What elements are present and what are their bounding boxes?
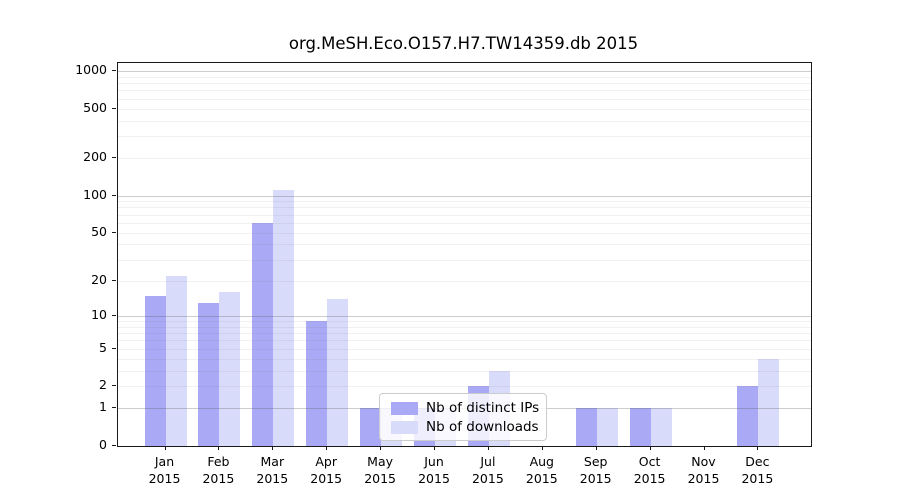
bar-downloads (219, 292, 241, 446)
x-axis-tick (218, 446, 220, 450)
y-axis-tick-label: 2 (99, 377, 107, 393)
bar-distinct-ips (575, 408, 597, 446)
y-axis-tick (112, 347, 116, 349)
legend-swatch-distinct-ips (391, 401, 418, 415)
gridline-minor (118, 280, 811, 282)
x-axis-tick (703, 446, 705, 450)
gridline-minor (118, 321, 811, 322)
x-axis-tick-label: Sep 2015 (579, 454, 612, 486)
x-axis-tick (541, 446, 543, 450)
gridline-minor (118, 348, 811, 350)
legend-label-downloads: Nb of downloads (426, 419, 539, 435)
gridline-major (118, 70, 811, 72)
x-axis-tick (757, 446, 759, 450)
x-axis-tick (326, 446, 328, 450)
plot-area: Nb of distinct IPs Nb of downloads (117, 62, 812, 447)
y-axis-tick (112, 107, 116, 109)
x-axis-tick-label: Oct 2015 (633, 454, 666, 486)
gridline-minor (118, 222, 811, 224)
legend-swatch-downloads (391, 420, 418, 434)
gridline-minor (118, 333, 811, 335)
gridline-major (118, 195, 811, 197)
x-axis-tick (649, 446, 651, 450)
gridline-minor (118, 244, 811, 246)
y-axis-tick (112, 407, 116, 409)
y-axis-tick (112, 157, 116, 159)
y-axis-tick-label: 0 (99, 437, 107, 452)
gridline-minor (118, 90, 811, 92)
gridline-minor (118, 358, 811, 360)
chart-title: org.MeSH.Eco.O157.H7.TW14359.db 2015 (288, 34, 639, 53)
y-axis-tick (112, 69, 116, 71)
bar-distinct-ips (629, 408, 651, 446)
gridline-minor (118, 370, 811, 372)
gridline-minor (118, 201, 811, 203)
bar-downloads (596, 408, 618, 446)
bar-distinct-ips (360, 408, 382, 446)
x-axis-tick-label: Nov 2015 (687, 454, 720, 486)
bar-distinct-ips (252, 222, 274, 446)
x-axis-tick-label: May 2015 (364, 454, 396, 486)
y-axis-tick-label: 10 (91, 306, 107, 322)
gridline-minor (118, 326, 811, 328)
y-axis-tick (112, 385, 116, 387)
legend-label-distinct-ips: Nb of distinct IPs (426, 400, 540, 416)
bar-downloads (327, 299, 349, 446)
x-axis-tick-label: Jan 2015 (148, 454, 181, 486)
bar-distinct-ips (198, 302, 220, 446)
y-axis-tick (112, 231, 116, 233)
y-axis-tick-label: 1000 (75, 61, 107, 77)
bar-distinct-ips (306, 321, 328, 446)
gridline-minor (118, 120, 811, 122)
x-axis-tick (380, 446, 382, 450)
y-axis-tick-label: 20 (91, 271, 107, 287)
gridline-minor (118, 207, 811, 209)
legend-entry-downloads: Nb of downloads (380, 419, 539, 435)
bar-downloads (758, 358, 780, 446)
gridline-minor (118, 259, 811, 261)
bar-downloads (650, 408, 672, 446)
x-axis-tick-label: Feb 2015 (202, 454, 235, 486)
y-axis-tick (112, 279, 116, 281)
x-axis-tick-label: Jun 2015 (418, 454, 450, 486)
y-axis-tick-label: 200 (83, 149, 107, 165)
gridline-minor (118, 108, 811, 110)
gridline-minor (118, 136, 811, 138)
x-axis-tick (272, 446, 274, 450)
x-axis-tick-label: Apr 2015 (310, 454, 343, 486)
gridline-minor (118, 83, 811, 84)
legend: Nb of distinct IPs Nb of downloads (379, 393, 547, 441)
x-axis-tick (434, 446, 435, 450)
x-axis-tick (164, 446, 166, 450)
bar-distinct-ips (144, 295, 166, 446)
gridline-minor (118, 98, 811, 100)
bar-downloads (273, 190, 295, 446)
gridline-minor (118, 386, 811, 388)
bar-downloads (165, 275, 187, 446)
gridline-minor (118, 214, 811, 216)
bar-distinct-ips (737, 386, 759, 446)
y-axis-tick (112, 445, 116, 446)
x-axis-tick (487, 446, 489, 450)
x-axis-tick (595, 446, 597, 450)
gridline-minor (118, 232, 811, 234)
y-axis-tick-label: 50 (91, 223, 107, 239)
gridline-major (118, 315, 811, 317)
x-axis-tick-label: Jul 2015 (471, 454, 504, 486)
x-axis-tick-label: Aug 2015 (525, 454, 558, 486)
y-axis-tick-label: 1 (99, 399, 107, 415)
y-axis-tick-label: 100 (83, 186, 107, 202)
y-axis-tick-label: 5 (99, 339, 107, 355)
y-axis-tick (112, 194, 116, 196)
x-axis-tick-label: Mar 2015 (256, 454, 289, 486)
y-axis-tick-label: 500 (83, 99, 107, 115)
legend-entry-distinct-ips: Nb of distinct IPs (380, 400, 540, 416)
gridline-minor (118, 76, 811, 78)
gridline-minor (118, 158, 811, 160)
x-axis-tick-label: Dec 2015 (741, 454, 774, 486)
gridline-minor (118, 340, 811, 342)
y-axis-tick (112, 314, 116, 316)
